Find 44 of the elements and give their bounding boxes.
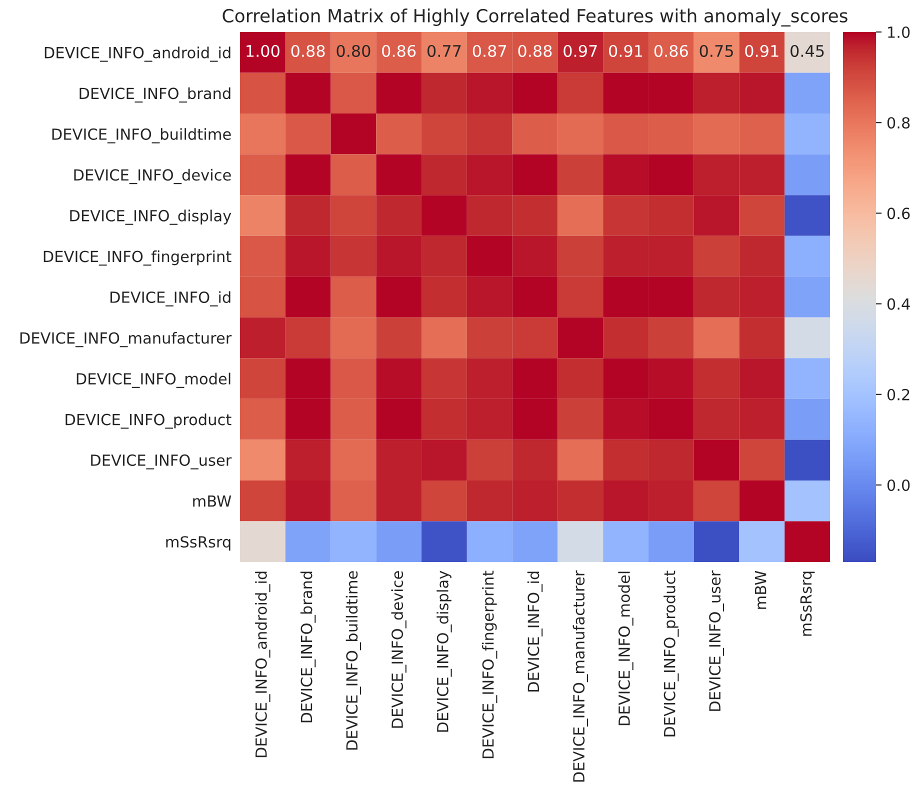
x-tick-label: DEVICE_INFO_display <box>436 570 452 732</box>
data-label: 0.86 <box>654 44 688 58</box>
color-bar-label: 0.6 <box>887 208 910 220</box>
y-tick-label: mBW <box>193 496 232 507</box>
x-tick-label: mBW <box>755 570 766 609</box>
y-tick-label: DEVICE_INFO_user <box>91 454 232 470</box>
y-tick-label: DEVICE_INFO_manufacturer <box>20 332 232 348</box>
y-tick-label: DEVICE_INFO_product <box>66 414 232 429</box>
data-label: 0.45 <box>790 44 824 58</box>
chart-title: Correlation Matrix of Highly Correlated Features with anomaly_scores <box>222 8 848 27</box>
color-bar-label: 1.0 <box>888 26 910 38</box>
x-tick-label: DEVICE_INFO_device <box>391 571 406 728</box>
data-label: 0.77 <box>428 44 461 58</box>
data-label: 0.91 <box>745 44 778 58</box>
data-label: 0.88 <box>291 44 325 58</box>
data-label: 0.91 <box>609 44 642 58</box>
x-tick-label: DEVICE_INFO_fingerprint <box>482 570 498 758</box>
data-label: 0.80 <box>336 44 370 58</box>
y-tick-label: DEVICE_INFO_display <box>70 210 232 225</box>
data-label: 1.00 <box>246 44 280 58</box>
data-label: 0.97 <box>564 44 597 58</box>
data-label: 0.88 <box>518 44 552 58</box>
y-tick-label: DEVICE_INFO_brand <box>80 87 230 103</box>
y-tick-label: DEVICE_INFO_device <box>74 168 231 184</box>
y-tick-label: DEVICE_INFO_model <box>76 372 230 388</box>
x-tick-label: DEVICE_INFO_id <box>527 572 543 692</box>
x-tick-label: DEVICE_INFO_model <box>618 572 634 726</box>
color-bar-label: 0.0 <box>887 479 910 492</box>
y-tick-label: DEVICE_INFO_id <box>110 291 230 306</box>
data-label: 0.86 <box>382 44 416 58</box>
x-tick-label: DEVICE_INFO_product <box>664 570 679 736</box>
x-tick-label: mSsRsrq <box>800 572 815 636</box>
x-tick-label: DEVICE_INFO_user <box>709 570 724 711</box>
y-tick-label: DEVICE_INFO_buildtime <box>52 128 231 144</box>
y-tick-label: DEVICE_INFO_android_id <box>44 46 230 62</box>
y-tick-label: DEVICE_INFO_fingerprint <box>44 250 232 266</box>
x-tick-label: DEVICE_INFO_buildtime <box>346 571 362 750</box>
color-bar-label: 0.8 <box>887 117 910 129</box>
y-tick-label: mSsRsrq <box>166 536 230 551</box>
color-bar-label: 0.4 <box>887 298 910 310</box>
data-label: 0.87 <box>472 44 506 58</box>
color-bar-label: 0.2 <box>887 388 910 400</box>
data-label: 0.75 <box>700 44 733 58</box>
x-tick-label: DEVICE_INFO_manufacturer <box>572 570 588 782</box>
